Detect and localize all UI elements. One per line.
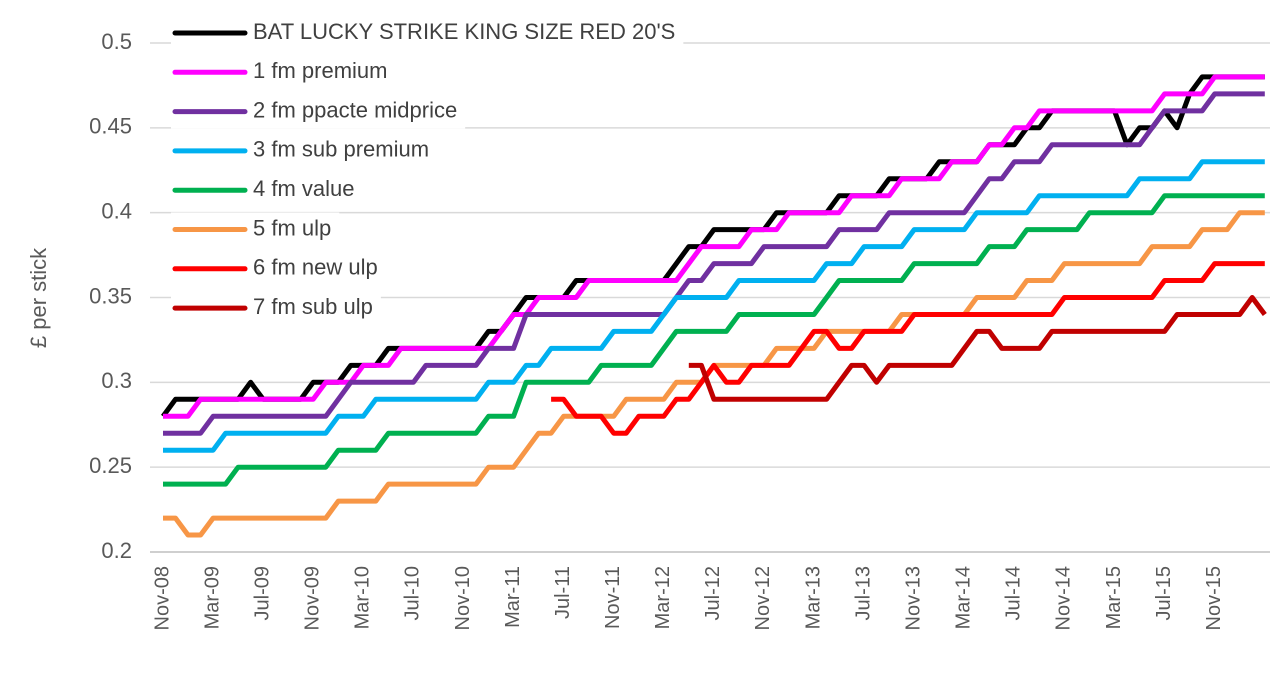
x-tick-label: Jul-10 (402, 566, 424, 620)
x-tick-label: Jul-09 (251, 566, 273, 620)
legend: BAT LUCKY STRIKE KING SIZE RED 20'S 1 fm … (171, 16, 684, 326)
x-tick-label: Mar-12 (652, 566, 674, 629)
x-tick-label: Nov-15 (1203, 566, 1225, 630)
legend-label: 1 fm premium (253, 58, 387, 83)
series-line (163, 74, 1265, 419)
x-tick-label: Nov-09 (302, 566, 324, 630)
y-tick-label: 0.5 (101, 29, 132, 54)
x-tick-label: Mar-10 (352, 566, 374, 629)
series-line (163, 159, 1265, 453)
x-tick-label: Nov-12 (752, 566, 774, 630)
x-tick-label: Jul-14 (1003, 566, 1025, 620)
y-tick-label: 0.2 (101, 538, 132, 563)
legend-label: 6 fm new ulp (253, 255, 378, 280)
legend-label: 7 fm sub ulp (253, 294, 373, 319)
x-tick-label: Jul-13 (852, 566, 874, 620)
legend-label: BAT LUCKY STRIKE KING SIZE RED 20'S (253, 19, 675, 44)
y-tick-label: 0.4 (101, 198, 132, 223)
x-tick-label: Nov-11 (602, 566, 624, 629)
x-tick-label: Nov-14 (1053, 566, 1075, 630)
x-tick-label: Nov-08 (151, 566, 173, 630)
x-tick-label: Jul-15 (1153, 566, 1175, 620)
legend-label: 4 fm value (253, 176, 355, 201)
legend-background (171, 16, 684, 50)
series-line (551, 261, 1265, 436)
x-tick-label: Mar-13 (802, 566, 824, 629)
series-line (688, 295, 1267, 402)
x-tick-label: Jul-11 (552, 566, 574, 619)
x-tick-label: Mar-15 (1103, 566, 1125, 629)
x-tick-label: Nov-13 (902, 566, 924, 630)
x-tick-label: Mar-14 (953, 566, 975, 629)
y-axis-label: £ per stick (26, 247, 51, 348)
legend-label: 2 fm ppacte midprice (253, 97, 457, 122)
x-tick-label: Mar-09 (201, 566, 223, 629)
series-line (163, 91, 1265, 436)
y-tick-label: 0.45 (89, 114, 132, 139)
x-tick-label: Mar-11 (502, 566, 524, 628)
x-tick-label: Jul-12 (702, 566, 724, 620)
y-tick-label: 0.25 (89, 453, 132, 478)
legend-label: 3 fm sub premium (253, 137, 429, 162)
plot-lines (160, 74, 1267, 538)
legend-label: 5 fm ulp (253, 215, 331, 240)
series-line (163, 193, 1265, 487)
y-tick-label: 0.3 (101, 368, 132, 393)
y-tick-label: 0.35 (89, 283, 132, 308)
x-tick-label: Nov-10 (452, 566, 474, 630)
labels: £ per stick 0.2 0.25 0.3 0.35 0.4 0.45 0.5 Nov-… (26, 29, 1225, 631)
